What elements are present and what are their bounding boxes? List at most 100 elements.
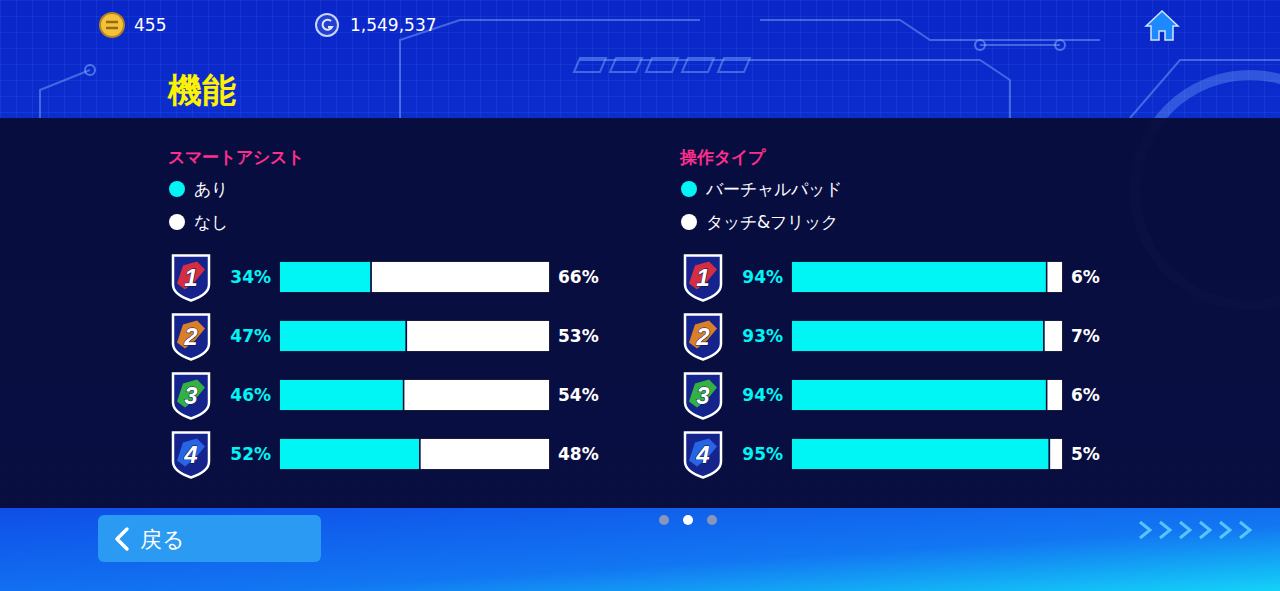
rank-badge xyxy=(173,433,209,478)
page-dot xyxy=(707,515,717,525)
bar-frame xyxy=(279,438,550,470)
coin-mark xyxy=(106,22,118,28)
y-tick-label: 3 xyxy=(696,382,710,409)
data-label: 94% xyxy=(742,385,783,405)
home-button[interactable] xyxy=(1146,11,1178,40)
rank-badge xyxy=(685,315,721,360)
chart-title: 操作タイプ xyxy=(679,147,766,167)
chart: スマートアシストありなし123434%66%47%53%46%54%52%48% xyxy=(168,147,599,478)
badge-shield xyxy=(173,433,209,478)
y-tick-label: 1 xyxy=(184,264,197,291)
rank-badge xyxy=(685,374,721,419)
data-labels: 34%66%47%53%46%54%52%48% xyxy=(230,267,598,464)
footer-chevron xyxy=(1160,522,1170,538)
circuit-node xyxy=(85,65,95,75)
legend-marker xyxy=(681,181,697,197)
data-label: 93% xyxy=(742,326,783,346)
rank-badge xyxy=(685,433,721,478)
circuit-slot xyxy=(718,58,750,72)
gem-icon xyxy=(316,14,338,36)
bar-frame xyxy=(279,379,550,411)
bar-segment xyxy=(1044,320,1063,352)
circuit-slot xyxy=(682,58,714,72)
legend: バーチャルパッドタッチ&フリック xyxy=(681,179,842,232)
legend-label: タッチ&フリック xyxy=(706,212,838,232)
bar-segment xyxy=(406,320,550,352)
bars xyxy=(791,261,1063,470)
y-tick: 4 xyxy=(173,433,209,478)
data-label: 54% xyxy=(558,385,599,405)
data-label: 66% xyxy=(558,267,599,287)
bar-frame xyxy=(279,261,550,293)
data-label: 46% xyxy=(230,385,271,405)
circuit-slot xyxy=(574,58,606,72)
data-labels: 94%6%93%7%94%6%95%5% xyxy=(742,267,1100,464)
bar-segment xyxy=(791,438,1049,470)
bar-segment xyxy=(1049,438,1063,470)
bar-segment xyxy=(1047,261,1063,293)
bar-frame xyxy=(279,320,550,352)
data-label: 34% xyxy=(230,267,271,287)
legend-label: あり xyxy=(194,179,228,199)
footer-chevron xyxy=(1220,522,1230,538)
gem-count: 1,549,537 xyxy=(350,15,437,35)
badge-shield xyxy=(685,374,721,419)
y-tick: 2 xyxy=(685,315,721,360)
rank-badge xyxy=(685,256,721,301)
back-chevron[interactable] xyxy=(117,529,127,549)
rank-badge xyxy=(173,315,209,360)
chart: 操作タイプバーチャルパッドタッチ&フリック123494%6%93%7%94%6%… xyxy=(679,147,1100,478)
background-grid xyxy=(0,0,1280,591)
rank-badge xyxy=(173,374,209,419)
y-tick: 4 xyxy=(685,433,721,478)
data-label: 6% xyxy=(1071,267,1100,287)
legend-label: なし xyxy=(194,212,228,232)
back-button-bg[interactable] xyxy=(98,515,321,562)
coin-icon xyxy=(100,13,124,37)
data-label: 6% xyxy=(1071,385,1100,405)
data-label: 53% xyxy=(558,326,599,346)
page-indicator xyxy=(659,515,717,525)
y-tick-label: 2 xyxy=(695,323,710,350)
data-label: 95% xyxy=(742,444,783,464)
y-tick-label: 3 xyxy=(184,382,198,409)
circuit-node xyxy=(1055,40,1065,50)
bar-segment xyxy=(404,379,550,411)
gem-mark xyxy=(323,20,332,30)
y-axis: 1 2 3 4 xyxy=(685,256,721,478)
circuit-slot xyxy=(646,58,678,72)
y-tick-label: 1 xyxy=(696,264,709,291)
badge-shield xyxy=(173,256,209,301)
bars xyxy=(279,261,550,470)
bar-segment xyxy=(420,438,550,470)
screen: 4551,549,537機能スマートアシストありなし123434%66%47%5… xyxy=(0,0,1280,591)
data-label: 47% xyxy=(230,326,271,346)
home-icon[interactable] xyxy=(1146,11,1178,40)
data-label: 7% xyxy=(1071,326,1100,346)
bar-segment xyxy=(279,379,404,411)
back-label[interactable]: 戻る xyxy=(140,527,185,552)
gem-circle xyxy=(316,14,338,36)
footer-chevron xyxy=(1240,522,1250,538)
page-dot xyxy=(659,515,669,525)
rank-badge xyxy=(173,256,209,301)
bar-frame xyxy=(791,379,1063,411)
page-dot xyxy=(683,515,693,525)
data-label: 52% xyxy=(230,444,271,464)
circuit-line xyxy=(40,70,90,118)
y-tick: 1 xyxy=(173,256,209,301)
footer-chevron xyxy=(1200,522,1210,538)
bar-segment xyxy=(279,261,371,293)
back-button[interactable]: 戻る xyxy=(98,515,321,562)
legend: ありなし xyxy=(169,179,228,232)
footer-chevron xyxy=(1180,522,1190,538)
legend-marker xyxy=(169,214,185,230)
circuit-line xyxy=(580,60,1010,118)
badge-shield xyxy=(685,433,721,478)
circuit-line xyxy=(980,44,1060,46)
legend-marker xyxy=(681,214,697,230)
bar-segment xyxy=(279,320,406,352)
y-axis: 1234 xyxy=(173,256,209,478)
panel xyxy=(0,118,1280,508)
y-tick: 3 xyxy=(685,374,721,419)
